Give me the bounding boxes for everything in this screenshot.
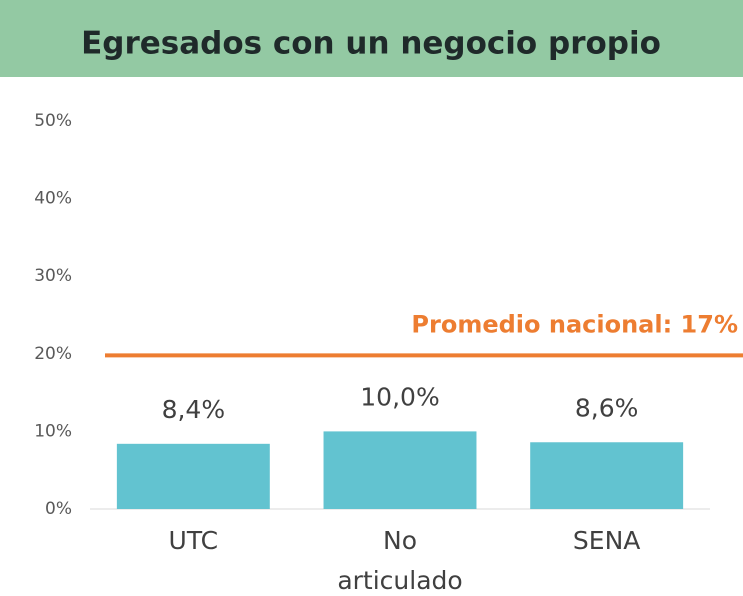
value-label: 8,6% [575,393,639,422]
y-tick-label: 40% [34,189,72,209]
x-tick-label: No articulado [337,526,463,595]
y-tick-label: 50% [34,111,72,131]
value-label: 10,0% [360,382,439,411]
annotation: Promedio nacional: 17% [411,310,738,338]
x-tick-label: UTC [168,526,219,555]
title-banner [0,0,743,77]
x-tick-label: SENA [572,526,641,555]
bar [323,431,477,509]
y-tick-label: 10% [34,421,72,441]
bar [530,442,684,509]
y-tick-label: 30% [34,266,72,286]
value-label: 8,4% [162,395,226,424]
chart-title: Egresados con un negocio propio [81,26,661,62]
y-tick-label: 20% [34,344,72,364]
y-tick-label: 0% [45,499,72,519]
bar [116,443,270,509]
